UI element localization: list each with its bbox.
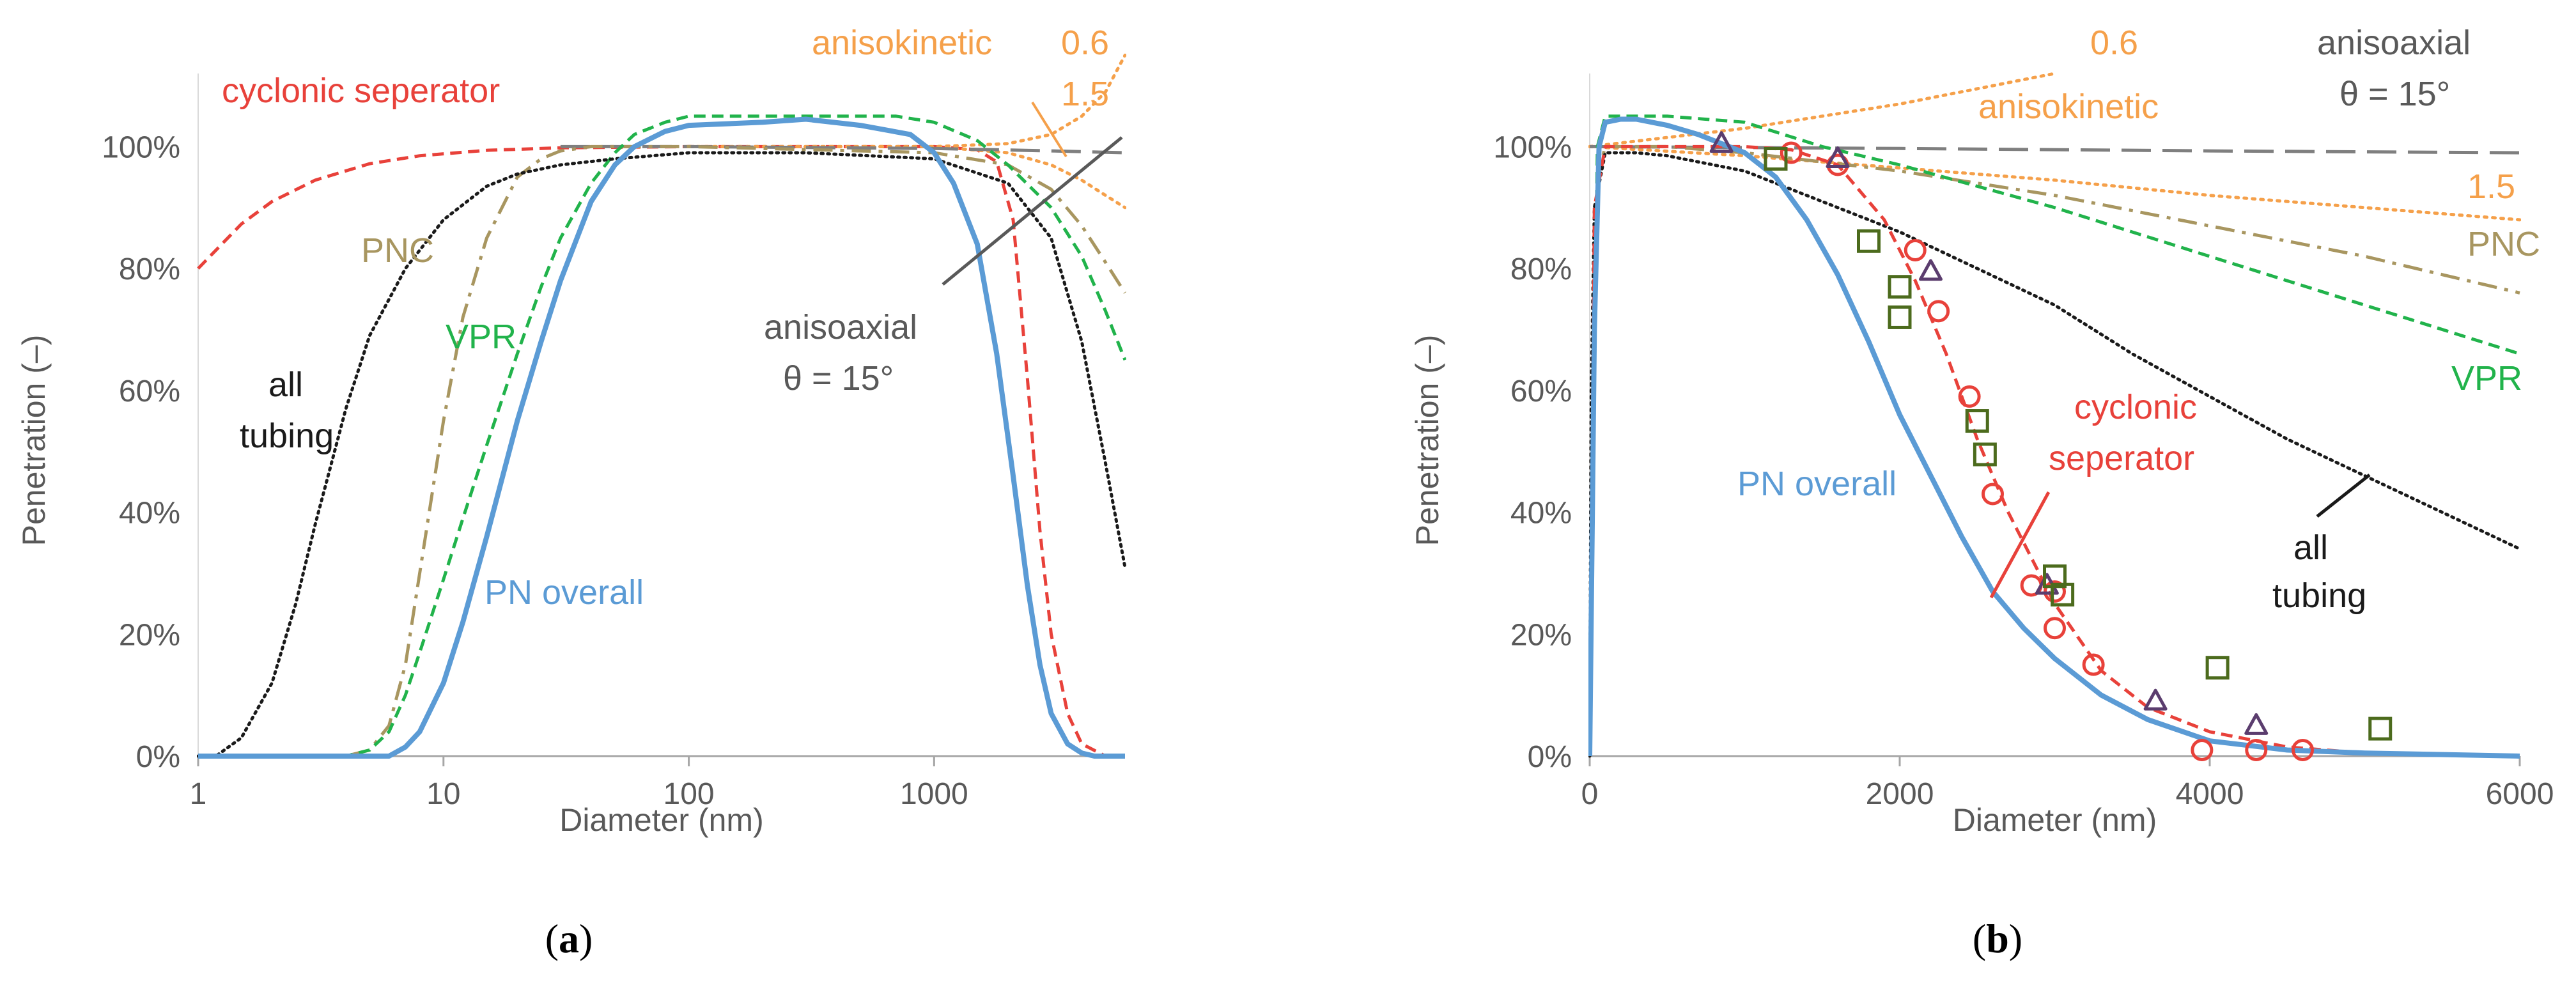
marker-circle-b [2292, 738, 2314, 761]
series-group-b [1588, 72, 2521, 759]
annotation-a-anisokinetic: anisokinetic [812, 24, 992, 62]
marker-square-b [1857, 229, 1881, 253]
annotation-a-0-6: 0.6 [1061, 24, 1109, 62]
annotation-a-vpr: VPR [446, 318, 516, 356]
anisokinetic-1-5-pointer-a [1031, 101, 1067, 158]
marker-circle-b [1904, 239, 1927, 262]
series-line-a-all-tubing [197, 151, 1126, 758]
marker-square-b [1888, 305, 1912, 329]
chart-a: 1 10 100 1000 0% 20% 40% 60% 80% 100% Diameter (nm… [16, 24, 1126, 961]
annotation-a-pnc: PNC [361, 231, 434, 270]
panel-label-a: (a) [545, 916, 593, 961]
marker-square-b [1973, 442, 1997, 467]
y-axis-label-a: Penetration (–) [16, 335, 52, 546]
y-tick-label-a: 40% [119, 497, 180, 530]
annotation-a-anisoaxial: anisoaxial [764, 308, 917, 346]
series-line-b-anisokinetic-1-5 [1588, 144, 2521, 222]
x-axis-label-b: Diameter (nm) [1953, 802, 2157, 838]
annotation-a-cyclonic-seperator: cyclonic seperator [222, 72, 500, 110]
annotation-b-cyclonic: cyclonic [2074, 388, 2197, 426]
cyclonic-pointer-b [1989, 491, 2051, 599]
annotation-b-pnc: PNC [2467, 225, 2540, 263]
marker-triangle-b [2244, 713, 2269, 735]
annotation-b-tubing: tubing [2272, 577, 2366, 615]
marker-circle-b [2082, 653, 2105, 676]
x-tick-label-b: 4000 [2176, 777, 2244, 811]
y-tick-label-b: 40% [1510, 497, 1572, 530]
marker-triangle-b [1709, 131, 1734, 153]
series-line-b-pn-overall [1588, 116, 2520, 759]
marker-square-b [2205, 656, 2230, 680]
marker-square-b [1965, 409, 1989, 433]
y-tick-label-a: 100% [102, 130, 180, 164]
marker-triangle-b [2143, 688, 2168, 711]
series-line-b-all-tubing [1588, 151, 2521, 758]
annotation-a-tubing: tubing [240, 417, 334, 455]
series-line-a-pnc [198, 144, 1126, 758]
annotation-b-pn-overall: PN overall [1737, 465, 1897, 503]
marker-square-b [1888, 275, 1912, 299]
tubing-pointer-b [2316, 474, 2371, 518]
y-tick-label-b: 80% [1510, 252, 1572, 286]
series-line-a-pn-overall [198, 116, 1125, 759]
series-line-a-cyclonic-seperator [197, 144, 1106, 758]
annotation-a-1-5: 1.5 [1061, 75, 1109, 113]
y-tick-label-b: 0% [1528, 740, 1572, 774]
x-tick-label-a: 10 [426, 777, 460, 811]
annotation-b-1-5: 1.5 [2467, 167, 2515, 206]
chart-b: 0 2000 4000 6000 0% 20% 40% 60% 80% 100% Diameter … [1409, 24, 2554, 961]
x-axis-label-a: Diameter (nm) [559, 802, 763, 838]
marker-circle-b [2044, 617, 2066, 640]
anisoaxial-pointer-a [942, 136, 1123, 286]
series-group-a [197, 53, 1126, 759]
y-tick-label-b: 20% [1510, 618, 1572, 652]
marker-triangle-b [1826, 146, 1850, 168]
annotation-b-anisoaxial: anisoaxial [2317, 24, 2471, 62]
x-tick-label-b: 6000 [2486, 777, 2554, 811]
marker-circle-b [1958, 385, 1981, 408]
panel-label-b: (b) [1973, 916, 2022, 961]
y-tick-label-b: 60% [1510, 375, 1572, 408]
y-tick-label-a: 20% [119, 618, 180, 652]
marker-circle-b [2245, 738, 2268, 761]
y-tick-label-a: 0% [136, 740, 180, 774]
y-tick-label-a: 80% [119, 252, 180, 286]
annotation-b-0-6: 0.6 [2090, 24, 2138, 62]
series-line-a-anisoaxial-15 [560, 144, 1126, 155]
x-tick-label-a: 100 [663, 777, 715, 811]
marker-square-b [2051, 582, 2075, 607]
series-line-b-anisokinetic-0-6 [1588, 72, 2056, 148]
series-line-b-cyclonic-seperator [1588, 144, 2520, 758]
marker-square-b [2043, 564, 2067, 589]
marker-circle-b [2191, 738, 2214, 761]
x-tick-label-a: 1 [190, 777, 207, 811]
annotation-b-vpr: VPR [2451, 359, 2522, 398]
marker-circle-b [1927, 300, 1950, 323]
annotation-a-all: all [268, 366, 303, 404]
annotation-b-all: all [2293, 529, 2328, 567]
marker-circle-b [1982, 483, 2004, 506]
marker-circle-b [1780, 141, 1803, 164]
annotation-b-anisokinetic: anisokinetic [1978, 88, 2159, 126]
x-tick-label-b: 2000 [1866, 777, 1934, 811]
annotation-a-15: θ = 15° [783, 359, 894, 398]
annotation-a-pn-overall: PN overall [485, 573, 644, 612]
x-tick-label-a: 1000 [900, 777, 968, 811]
marker-square-b [1764, 147, 1788, 171]
y-tick-label-b: 100% [1493, 130, 1572, 164]
y-axis-label-b: Penetration (–) [1409, 335, 1445, 546]
marker-square-b [2368, 716, 2393, 741]
annotation-b-15: θ = 15° [2339, 75, 2450, 113]
y-tick-label-a: 60% [119, 375, 180, 408]
marker-triangle-b [1919, 259, 1943, 281]
x-tick-label-b: 0 [1581, 777, 1599, 811]
series-line-b-anisoaxial-15 [1589, 144, 2520, 155]
annotation-b-seperator: seperator [2049, 439, 2194, 477]
